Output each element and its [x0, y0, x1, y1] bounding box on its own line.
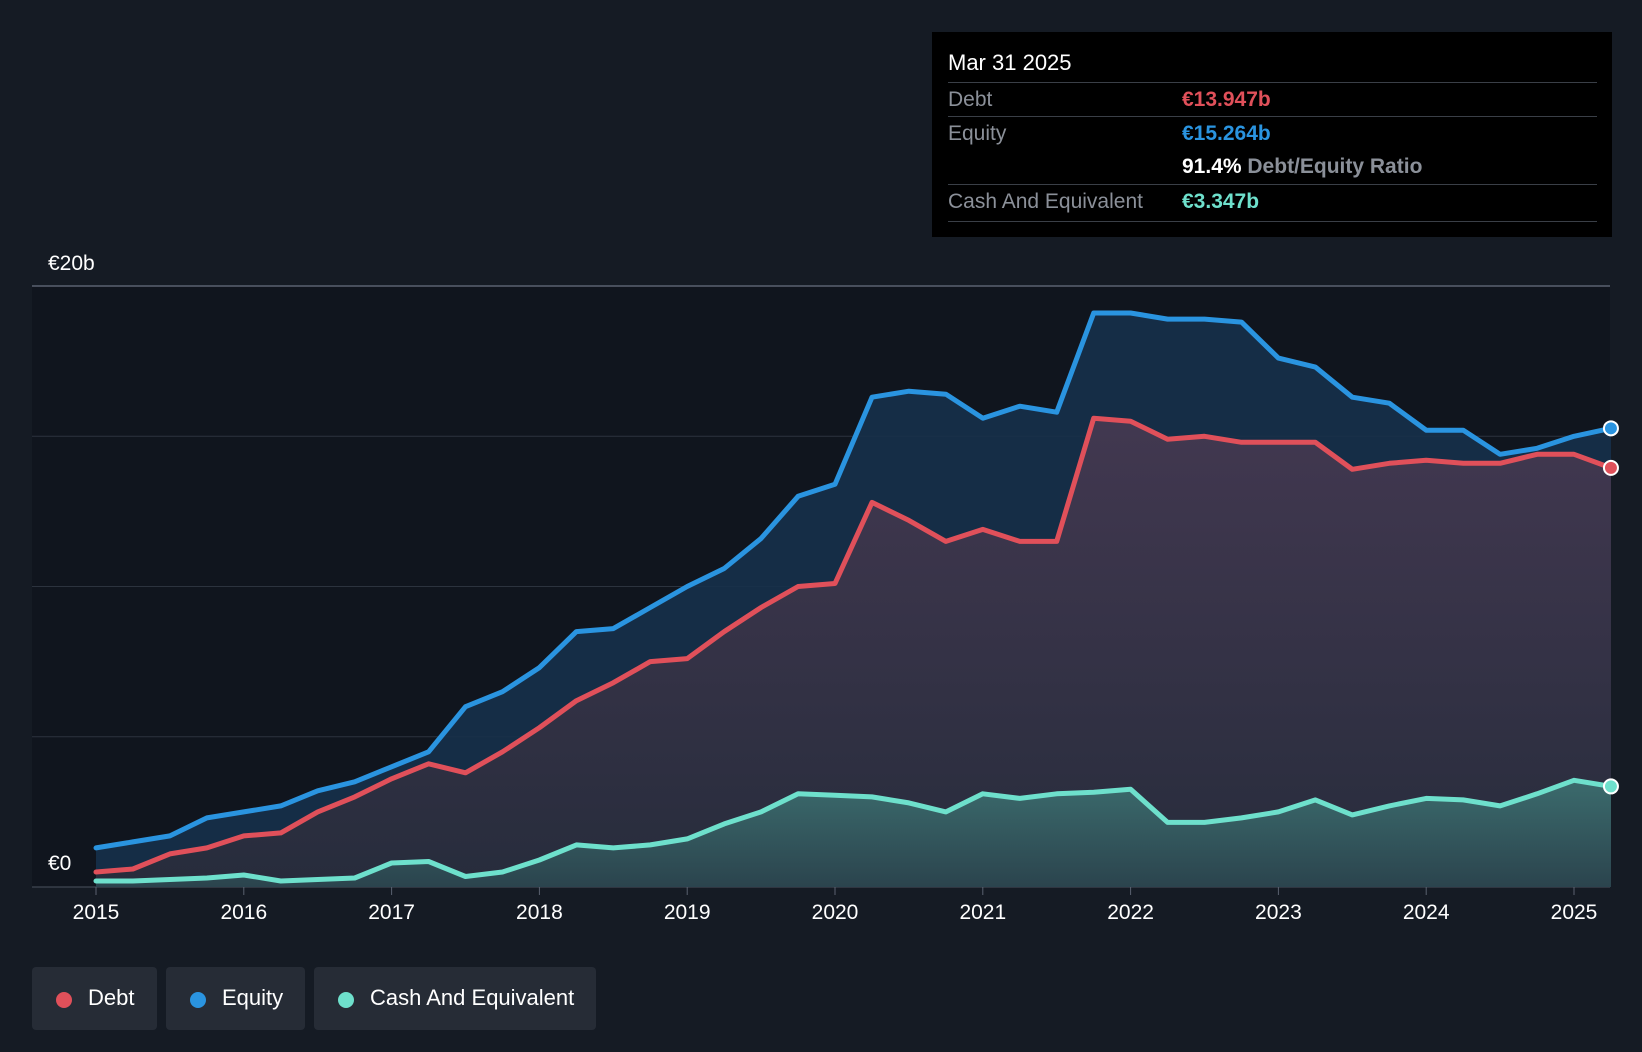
legend-dot-cash: [338, 992, 354, 1008]
cash-line: [93, 777, 1614, 884]
x-tick-label: 2019: [664, 901, 711, 924]
cash-area: [96, 780, 1611, 887]
legend-label-equity: Equity: [222, 985, 284, 1010]
x-tick-label: 2018: [516, 901, 563, 924]
y-axis-label-top: €20b: [48, 252, 95, 275]
tooltip-ratio-label: Debt/Equity Ratio: [1247, 155, 1423, 178]
legend-label-cash: Cash And Equivalent: [370, 985, 575, 1010]
x-tick-label: 2023: [1255, 901, 1302, 924]
legend-label-debt: Debt: [88, 985, 135, 1010]
tooltip-divider: [948, 221, 1597, 222]
x-tick-label: 2022: [1107, 901, 1154, 924]
tooltip-cash-row: Cash And Equivalent €3.347b: [948, 184, 1597, 219]
x-tick-label: 2016: [220, 901, 267, 924]
tooltip-ratio-value: 91.4%: [1182, 155, 1242, 178]
legend-item-debt[interactable]: Debt: [32, 967, 157, 1030]
legend-item-equity[interactable]: Equity: [166, 967, 305, 1030]
x-tick-label: 2017: [368, 901, 415, 924]
debt-line: [93, 415, 1614, 875]
tooltip-equity-value: €15.264b: [1182, 122, 1271, 145]
tooltip-date: Mar 31 2025: [948, 50, 1072, 75]
equity-endpoint: [1602, 420, 1619, 437]
tooltip-cash-label: Cash And Equivalent: [948, 190, 1143, 213]
tooltip-debt-label: Debt: [948, 88, 993, 111]
x-tick-label: 2024: [1403, 901, 1450, 924]
tooltip-debt-value: €13.947b: [1182, 88, 1271, 111]
tooltip-cash-value: €3.347b: [1182, 190, 1260, 213]
tooltip-debt-row: Debt €13.947b: [948, 82, 1597, 117]
x-tick-label: 2015: [73, 901, 120, 924]
legend-dot-equity: [190, 992, 206, 1008]
cash-endpoint: [1602, 778, 1619, 795]
y-axis-label-bottom: €0: [48, 852, 71, 875]
legend-item-cash[interactable]: Cash And Equivalent: [314, 967, 596, 1030]
equity-line: [93, 310, 1614, 851]
x-tick-label: 2025: [1551, 901, 1598, 924]
x-tick-label: 2021: [959, 901, 1006, 924]
tooltip-equity-label: Equity: [948, 122, 1007, 145]
debt-endpoint: [1602, 459, 1619, 476]
tooltip-equity-row: Equity €15.264b: [948, 116, 1597, 151]
tooltip-panel: Mar 31 2025 Debt €13.947b Equity €15.264…: [932, 32, 1612, 237]
legend-dot-debt: [56, 992, 72, 1008]
tooltip-ratio: 91.4% Debt/Equity Ratio: [1182, 155, 1422, 179]
x-tick-label: 2020: [812, 901, 859, 924]
tooltip-ratio-row: 91.4% Debt/Equity Ratio: [948, 150, 1597, 184]
